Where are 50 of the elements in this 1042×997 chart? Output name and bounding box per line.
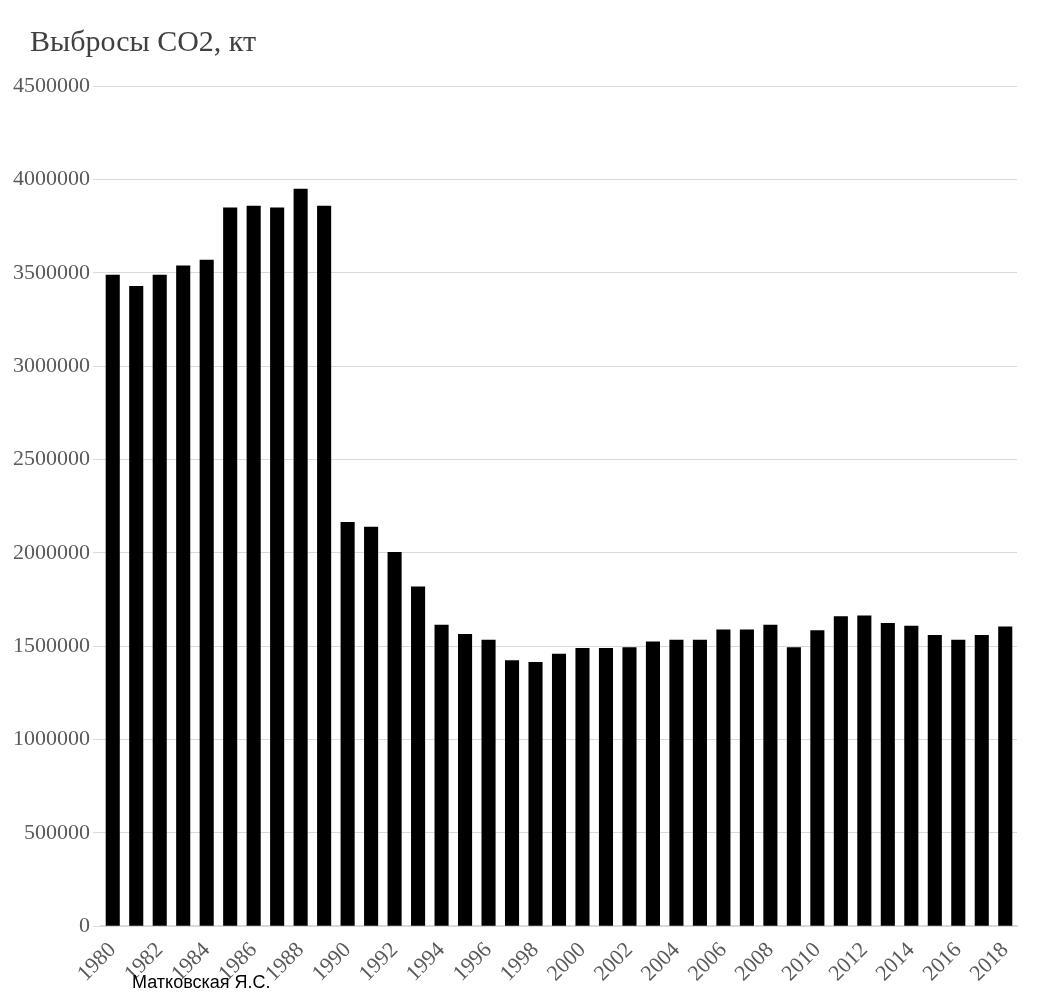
bar	[504, 660, 520, 926]
y-tick-label: 3000000	[13, 351, 90, 377]
bar	[152, 274, 167, 926]
y-tick-label: 0	[79, 912, 90, 937]
bar	[317, 205, 332, 926]
bar	[340, 522, 355, 926]
bar	[739, 629, 754, 926]
bar	[176, 265, 191, 926]
bar	[434, 624, 449, 926]
y-tick-label: 500000	[24, 818, 90, 844]
bar	[645, 641, 660, 926]
bar	[387, 551, 402, 926]
bar	[810, 630, 825, 926]
bar	[575, 648, 590, 926]
bar	[927, 635, 942, 926]
bar	[551, 653, 567, 926]
bar	[951, 639, 966, 926]
bar	[716, 629, 731, 926]
bar	[833, 616, 848, 926]
bar	[974, 635, 989, 926]
bar	[481, 639, 496, 926]
bar	[904, 625, 919, 926]
bar	[622, 647, 637, 926]
bar	[411, 586, 426, 926]
chart-title: Выбросы CO2, кт	[30, 24, 257, 58]
bar	[458, 634, 473, 926]
bar	[692, 639, 707, 926]
bar	[857, 615, 872, 926]
bar	[105, 274, 120, 926]
bar	[199, 259, 214, 926]
bar	[246, 205, 261, 926]
bar	[763, 624, 778, 926]
bar	[293, 188, 308, 926]
bar	[223, 207, 238, 926]
y-tick-label: 1500000	[13, 631, 90, 657]
y-tick-label: 4000000	[13, 165, 90, 191]
y-tick-label: 2500000	[13, 445, 90, 471]
bar	[669, 639, 684, 926]
y-tick-label: 2000000	[13, 538, 90, 564]
bar	[786, 647, 801, 926]
bar	[129, 285, 144, 926]
bar	[998, 626, 1013, 926]
bar	[528, 662, 543, 926]
y-tick-label: 4500000	[13, 71, 90, 97]
bar	[364, 526, 379, 926]
y-tick-label: 1000000	[13, 725, 90, 751]
bar	[598, 648, 614, 926]
bar	[880, 622, 895, 926]
y-tick-label: 3500000	[13, 258, 90, 284]
bar	[270, 207, 285, 926]
